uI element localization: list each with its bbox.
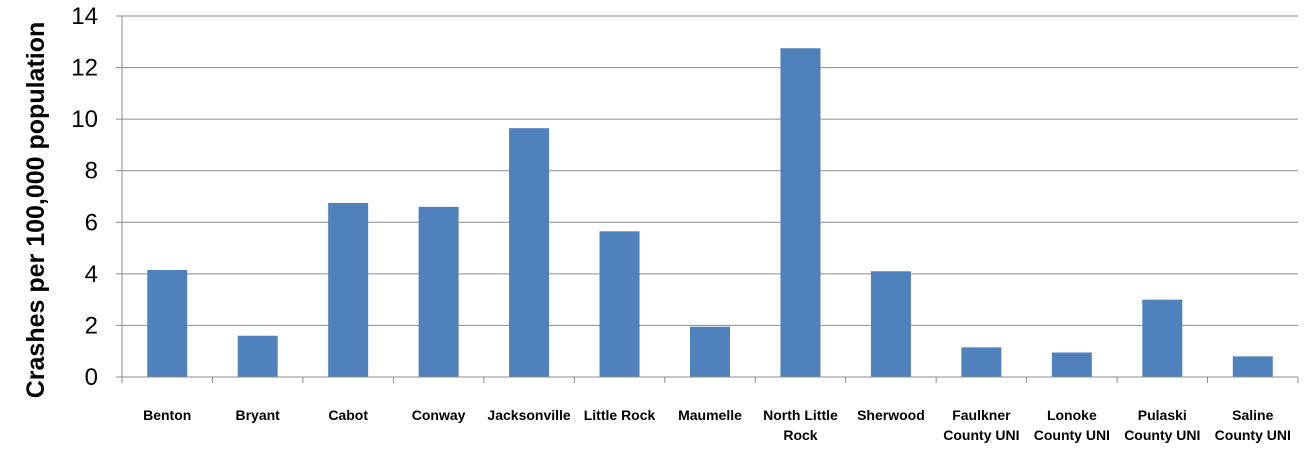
y-tick-label: 14 [71,3,98,30]
x-tick-label: Bryant [236,407,281,423]
x-tick-label: Faulkner County UNI [943,407,1019,443]
x-tick-label: Sherwood [857,407,925,423]
y-tick-label: 2 [85,312,98,339]
gridlines [122,15,1298,326]
x-tick-label: Jacksonville [487,407,570,423]
y-tick-label: 8 [85,158,98,185]
x-tick-label: Pulaski County UNI [1124,407,1200,443]
bar [780,48,821,377]
bar [147,269,188,377]
bar [328,202,369,377]
bar [599,231,640,377]
y-tick-label: 12 [71,55,98,82]
y-tick-label: 6 [85,209,98,236]
y-tick-labels: 0 2 4 6 8 10 12 14 [71,3,98,391]
y-tick-label: 0 [85,364,98,391]
x-tick-label: Saline County UNI [1215,407,1291,443]
bar [961,347,1002,377]
x-tick-label: Maumelle [678,407,742,423]
bar [1142,299,1183,377]
x-tick-labels: Benton Bryant Cabot Conway Jacksonville Littl… [143,407,1291,443]
bar [237,335,278,377]
y-tick-label: 10 [71,106,98,133]
bar [509,128,550,377]
axes [116,15,1299,383]
bar [870,271,911,377]
y-tick-label: 4 [85,261,98,288]
x-tick-label: Conway [412,407,466,423]
y-axis-title: Crashes per 100,000 population [22,22,50,399]
bar [1232,356,1273,377]
x-tick-label: Cabot [328,407,368,423]
bar [418,206,459,377]
bar [1051,352,1092,377]
x-tick-label: Lonoke County UNI [1034,407,1110,443]
bar [690,326,730,377]
x-tick-label: Little Rock [584,407,656,423]
x-tick-label: Benton [143,407,191,423]
bars [147,48,1273,377]
x-tick-label: North Little Rock [763,407,838,443]
